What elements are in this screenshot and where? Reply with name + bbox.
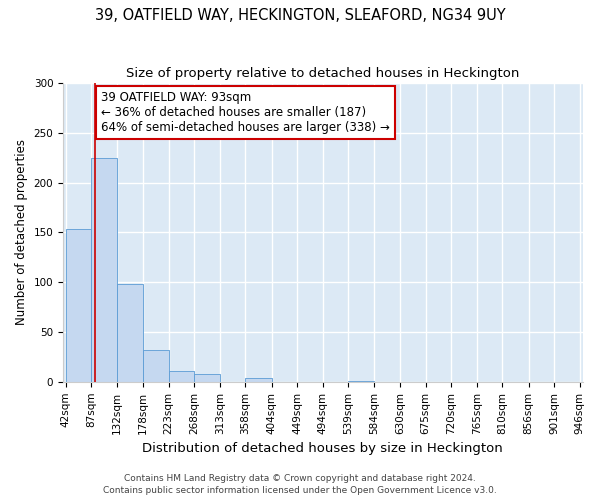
Text: 39, OATFIELD WAY, HECKINGTON, SLEAFORD, NG34 9UY: 39, OATFIELD WAY, HECKINGTON, SLEAFORD, … <box>95 8 505 22</box>
Bar <box>91 158 117 382</box>
X-axis label: Distribution of detached houses by size in Heckington: Distribution of detached houses by size … <box>142 442 503 455</box>
Bar <box>143 350 169 382</box>
Text: Contains HM Land Registry data © Crown copyright and database right 2024.
Contai: Contains HM Land Registry data © Crown c… <box>103 474 497 495</box>
Bar <box>66 230 91 382</box>
Title: Size of property relative to detached houses in Heckington: Size of property relative to detached ho… <box>126 68 520 80</box>
Bar <box>194 374 220 382</box>
Bar <box>349 381 374 382</box>
Bar <box>169 371 194 382</box>
Y-axis label: Number of detached properties: Number of detached properties <box>15 140 28 326</box>
Bar <box>245 378 272 382</box>
Bar <box>117 284 143 382</box>
Text: 39 OATFIELD WAY: 93sqm
← 36% of detached houses are smaller (187)
64% of semi-de: 39 OATFIELD WAY: 93sqm ← 36% of detached… <box>101 91 390 134</box>
